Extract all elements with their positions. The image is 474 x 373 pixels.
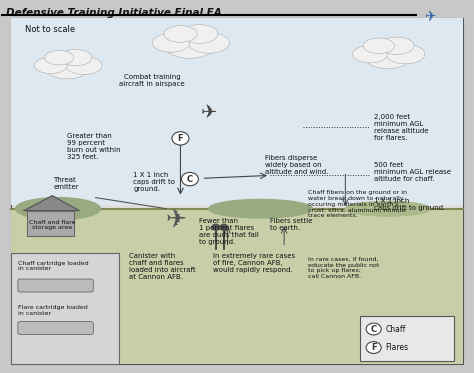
FancyBboxPatch shape [11, 18, 463, 205]
Circle shape [172, 132, 189, 145]
FancyBboxPatch shape [11, 18, 463, 364]
Text: Flare cartridge loaded
in canister: Flare cartridge loaded in canister [18, 305, 88, 316]
Ellipse shape [181, 25, 218, 43]
Circle shape [366, 323, 381, 335]
Circle shape [220, 224, 228, 230]
Text: Fibers settle
to earth.: Fibers settle to earth. [270, 218, 312, 231]
Text: C: C [187, 175, 193, 184]
Ellipse shape [46, 57, 89, 79]
Ellipse shape [365, 45, 411, 69]
Text: Combat training
aircraft in airspace: Combat training aircraft in airspace [119, 73, 185, 87]
FancyBboxPatch shape [27, 211, 74, 236]
Ellipse shape [35, 57, 67, 73]
Text: Defensive Training Initiative Final EA: Defensive Training Initiative Final EA [6, 8, 222, 18]
Text: Not to scale: Not to scale [25, 25, 75, 34]
Text: Threat
emitter: Threat emitter [53, 177, 79, 190]
Ellipse shape [16, 198, 100, 220]
Ellipse shape [188, 32, 229, 53]
Text: Greater than
99 percent
burn out within
325 feet.: Greater than 99 percent burn out within … [67, 133, 121, 160]
Ellipse shape [346, 201, 430, 216]
Polygon shape [24, 196, 79, 211]
Text: ✈: ✈ [165, 208, 186, 232]
Text: ✈: ✈ [201, 103, 217, 122]
Text: Canister with
chaff and flares
loaded into aircraft
at Cannon AFB.: Canister with chaff and flares loaded in… [128, 253, 195, 280]
Text: 1 X 1 inch
caps drift to
ground.: 1 X 1 inch caps drift to ground. [133, 172, 175, 192]
Ellipse shape [164, 26, 197, 42]
Text: Chaff and flare
storage area: Chaff and flare storage area [29, 220, 75, 231]
Ellipse shape [66, 56, 102, 75]
Ellipse shape [165, 33, 215, 58]
Text: Chaff cartridge loaded
in canister: Chaff cartridge loaded in canister [18, 261, 89, 271]
FancyBboxPatch shape [359, 316, 454, 360]
Text: In extremely rare cases
of fire, Cannon AFB,
would rapidly respond.: In extremely rare cases of fire, Cannon … [213, 253, 296, 273]
Text: 2,000 feet
minimum AGL
release altitude
for flares.: 2,000 feet minimum AGL release altitude … [374, 114, 428, 141]
Text: In rare cases, if found,
educate the public not
to pick up flares;
call Cannon A: In rare cases, if found, educate the pub… [308, 257, 379, 279]
Text: Fibers disperse
widely based on
altitude and wind.: Fibers disperse widely based on altitude… [265, 155, 328, 175]
FancyBboxPatch shape [18, 322, 93, 335]
Text: 500 feet
minimum AGL release
altitude for chaff.: 500 feet minimum AGL release altitude fo… [374, 162, 451, 182]
Circle shape [212, 224, 219, 230]
Ellipse shape [59, 50, 92, 66]
Text: Fewer than
1 percent flares
are duds that fall
to ground.: Fewer than 1 percent flares are duds tha… [199, 218, 259, 245]
FancyBboxPatch shape [11, 253, 119, 364]
FancyBboxPatch shape [11, 209, 463, 364]
Ellipse shape [45, 50, 73, 65]
Text: 1 X 1 inch
caps drift to ground.: 1 X 1 inch caps drift to ground. [374, 198, 445, 211]
Text: Chaff: Chaff [385, 325, 406, 333]
Text: Flares: Flares [385, 343, 409, 352]
Circle shape [366, 342, 381, 354]
Ellipse shape [353, 46, 388, 63]
Text: ✈: ✈ [424, 10, 436, 23]
Text: Chaff fibers on the ground or in
water break down to naturally
occuring material: Chaff fibers on the ground or in water b… [308, 190, 407, 219]
FancyBboxPatch shape [18, 279, 93, 292]
Ellipse shape [209, 200, 312, 218]
Text: C: C [371, 325, 377, 333]
Text: F: F [371, 343, 376, 352]
Ellipse shape [379, 37, 414, 54]
Circle shape [182, 172, 198, 186]
Ellipse shape [152, 34, 190, 52]
Ellipse shape [386, 44, 425, 64]
Text: F: F [178, 134, 183, 143]
Ellipse shape [364, 38, 394, 54]
